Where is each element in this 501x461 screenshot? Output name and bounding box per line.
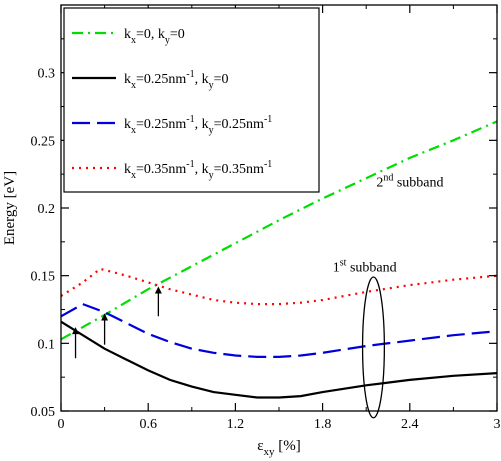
text-run: y [209, 125, 214, 136]
text-run: -1 [264, 159, 272, 170]
y-tick-label: 0.15 [31, 270, 56, 285]
y-tick-label: 0.3 [38, 67, 56, 82]
text-run: =0 [214, 72, 229, 87]
x-tick-label: 1.2 [227, 417, 245, 432]
text-run: -1 [186, 114, 194, 125]
text-run: y [165, 35, 170, 46]
arrow-head [72, 327, 80, 335]
subband-ellipse [361, 276, 386, 419]
text-run: =0, k [136, 27, 165, 42]
legend-label-0: kx=0, ky=0 [124, 27, 185, 46]
text-run: x [131, 35, 136, 46]
text-run: x [131, 80, 136, 91]
text-run: k [124, 162, 131, 177]
legend-box [63, 7, 320, 193]
x-tick-label: 1.8 [314, 417, 332, 432]
text-run: 1 [333, 261, 340, 276]
text-run: =0.35nm [136, 162, 186, 177]
y-tick-label: 0.05 [31, 405, 56, 420]
text-run: x [131, 170, 136, 181]
text-run: , k [195, 72, 209, 87]
y-axis-title: Energy [eV] [2, 171, 18, 245]
text-run: =0 [170, 27, 185, 42]
text-run: k [124, 117, 131, 132]
text-run: subband [393, 175, 443, 190]
text-run: =0.25nm [214, 117, 264, 132]
text-run: =0.25nm [136, 117, 186, 132]
text-run: 2 [376, 175, 383, 190]
text-run: st [340, 258, 347, 269]
text-run: nd [383, 172, 393, 183]
series-line-2 [60, 302, 498, 358]
subband-label: 2nd subband [376, 172, 443, 190]
legend-label-1: kx=0.25nm-1, ky=0 [124, 69, 229, 91]
x-axis-subscript: xy [264, 446, 276, 458]
text-run: , k [195, 117, 209, 132]
x-tick-label: 3 [494, 417, 501, 432]
x-tick-label: 0 [58, 417, 65, 432]
y-tick-label: 0.2 [38, 202, 56, 217]
text-run: x [131, 125, 136, 136]
subband-label: 1st subband [333, 258, 397, 276]
text-run: =0.25nm [136, 72, 186, 87]
text-run: k [124, 72, 131, 87]
text-run: =0.35nm [214, 162, 264, 177]
text-run: -1 [264, 114, 272, 125]
y-tick-label: 0.1 [38, 337, 56, 352]
x-tick-label: 2.4 [401, 417, 419, 432]
text-run: y [209, 80, 214, 91]
text-run: , k [195, 162, 209, 177]
legend-label-3: kx=0.35nm-1, ky=0.35nm-1 [124, 159, 272, 181]
legend-label-2: kx=0.25nm-1, ky=0.25nm-1 [124, 114, 272, 136]
x-axis-title: εxy [%] [257, 438, 301, 458]
text-run: -1 [186, 69, 194, 80]
x-tick-label: 0.6 [139, 417, 157, 432]
y-tick-label: 0.25 [31, 134, 56, 149]
text-run: -1 [186, 159, 194, 170]
arrow-head [101, 313, 109, 321]
arrow-head [154, 286, 162, 294]
series-line-3 [60, 267, 498, 306]
x-axis-symbol: ε [257, 438, 263, 454]
text-run: subband [346, 261, 396, 276]
text-run: k [124, 27, 131, 42]
text-run: y [209, 170, 214, 181]
series-line-1 [60, 320, 498, 399]
x-axis-unit: [%] [275, 438, 301, 454]
